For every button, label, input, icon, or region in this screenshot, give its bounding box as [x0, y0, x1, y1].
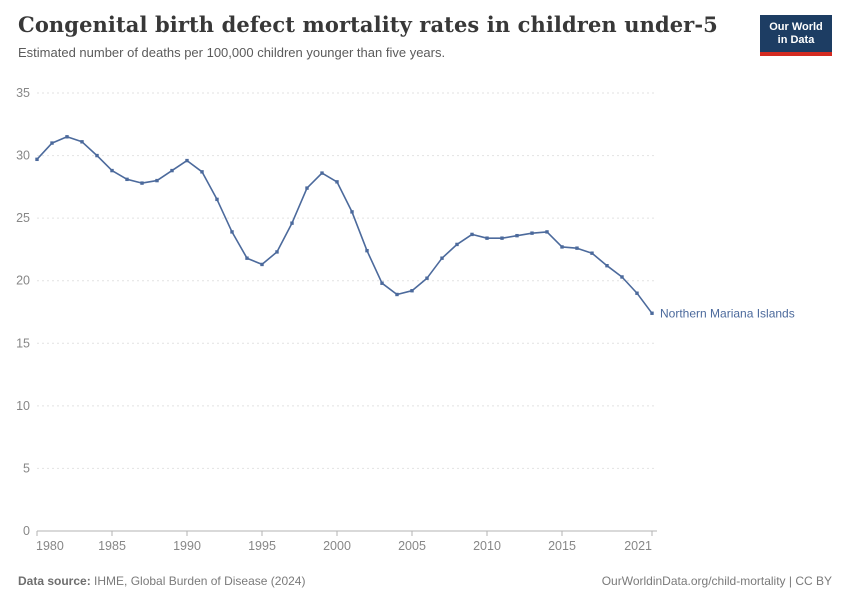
- x-tick-label: 2005: [398, 539, 426, 553]
- y-tick-label: 35: [16, 86, 30, 100]
- y-tick-label: 15: [16, 336, 30, 350]
- data-point-marker: [155, 178, 159, 183]
- data-point-marker: [395, 292, 399, 297]
- x-tick-label: 1980: [36, 539, 64, 553]
- data-point-marker: [110, 168, 114, 173]
- series-label[interactable]: Northern Mariana Islands: [660, 306, 795, 320]
- data-point-marker: [455, 242, 459, 247]
- y-tick-label: 10: [16, 399, 30, 413]
- data-point-marker: [305, 186, 309, 190]
- data-point-marker: [410, 289, 414, 293]
- chart-header: Congenital birth defect mortality rates …: [18, 12, 832, 60]
- data-point-marker: [350, 210, 354, 214]
- data-point-marker: [485, 236, 489, 240]
- data-point-marker: [125, 177, 129, 182]
- data-point-marker: [140, 181, 144, 185]
- x-tick-label: 2021: [624, 539, 652, 553]
- data-point-marker: [425, 276, 429, 280]
- data-point-marker: [650, 311, 654, 315]
- y-tick-label: 30: [16, 149, 30, 163]
- data-point-marker: [440, 256, 444, 260]
- data-point-marker: [620, 275, 624, 279]
- data-source-label: Data source:: [18, 574, 91, 588]
- data-point-marker: [170, 168, 174, 173]
- data-point-marker: [260, 262, 264, 267]
- y-tick-label: 0: [23, 524, 30, 538]
- data-point-marker: [200, 170, 204, 174]
- chart-footer: Data source: IHME, Global Burden of Dise…: [18, 574, 832, 588]
- data-point-marker: [185, 158, 189, 163]
- data-point-marker: [275, 250, 279, 254]
- x-tick-label: 1990: [173, 539, 201, 553]
- data-point-marker: [545, 230, 549, 234]
- data-point-marker: [530, 231, 534, 235]
- page-title: Congenital birth defect mortality rates …: [18, 12, 718, 37]
- data-source: Data source: IHME, Global Burden of Dise…: [18, 574, 305, 588]
- owid-logo[interactable]: Our World in Data: [760, 15, 832, 56]
- y-tick-label: 25: [16, 211, 30, 225]
- data-point-marker: [575, 246, 579, 250]
- x-tick-label: 1985: [98, 539, 126, 553]
- data-point-marker: [380, 281, 384, 285]
- data-point-marker: [290, 221, 294, 225]
- data-point-marker: [95, 153, 99, 158]
- data-point-marker: [500, 236, 504, 240]
- data-point-marker: [590, 251, 594, 255]
- y-tick-label: 20: [16, 274, 30, 288]
- data-point-marker: [35, 157, 39, 162]
- x-tick-label: 2010: [473, 539, 501, 553]
- data-point-marker: [470, 232, 474, 237]
- owid-url-license[interactable]: OurWorldinData.org/child-mortality | CC …: [601, 574, 832, 588]
- data-point-marker: [80, 140, 84, 144]
- data-point-marker: [560, 245, 564, 249]
- data-point-marker: [215, 197, 219, 202]
- data-line[interactable]: [36, 136, 653, 314]
- y-tick-label: 5: [23, 461, 30, 475]
- chart-subtitle: Estimated number of deaths per 100,000 c…: [18, 45, 446, 60]
- data-point-marker: [335, 180, 339, 184]
- x-tick-label: 2015: [548, 539, 576, 553]
- data-point-marker: [245, 256, 249, 260]
- data-point-marker: [230, 230, 234, 234]
- data-point-marker: [50, 141, 54, 145]
- data-point-marker: [635, 291, 639, 295]
- data-point-marker: [320, 171, 324, 175]
- data-point-marker: [605, 263, 609, 268]
- data-source-text: IHME, Global Burden of Disease (2024): [90, 574, 306, 588]
- x-tick-label: 1995: [248, 539, 276, 553]
- x-tick-label: 2000: [323, 539, 351, 553]
- logo-line-1: Our World: [769, 21, 823, 33]
- data-point-marker: [515, 233, 519, 238]
- data-point-marker: [365, 248, 369, 253]
- logo-line-2: in Data: [777, 34, 815, 46]
- data-point-marker: [65, 135, 69, 139]
